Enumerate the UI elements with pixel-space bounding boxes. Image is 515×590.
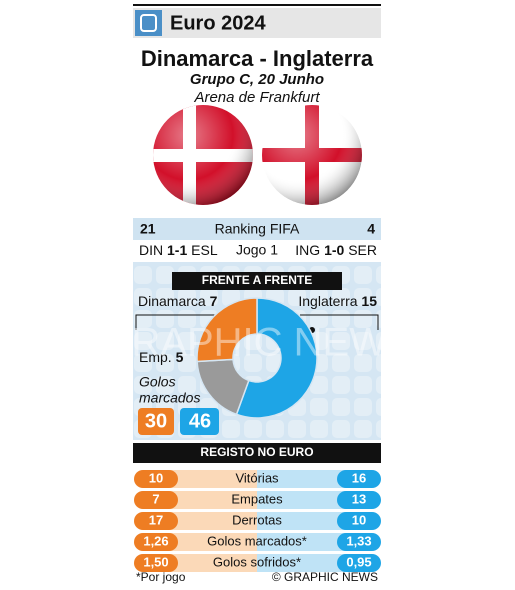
away-pill: [337, 533, 381, 551]
h2h-away: Inglaterra 15: [298, 293, 377, 309]
home-goals: 30: [145, 410, 167, 432]
home-pill: [134, 470, 178, 488]
row-label: Vitórias: [235, 470, 279, 485]
away-value: 16: [352, 470, 366, 485]
away-value: 1,33: [346, 533, 371, 548]
match-group: Grupo C, 20 Junho: [190, 71, 324, 88]
away-value: 13: [352, 491, 366, 506]
team: ING: [295, 242, 320, 258]
row-label: Golos sofridos*: [213, 554, 301, 569]
row-bg-away: [257, 554, 364, 572]
row-bg-away: [257, 533, 364, 551]
score: 1-0: [324, 242, 344, 258]
away-value: 10: [352, 512, 366, 527]
draws: 5: [176, 349, 184, 365]
home-value: 7: [152, 491, 159, 506]
label: Emp.: [139, 349, 172, 365]
credit: © GRAPHIC NEWS: [272, 570, 378, 584]
row-bg-away: [257, 491, 364, 509]
home-goals-box: [138, 408, 174, 435]
away-goals: 46: [189, 410, 211, 432]
bracket: [135, 314, 218, 330]
ranking-away: 4: [367, 221, 375, 237]
away-pill: [337, 554, 381, 572]
home-value: 1,50: [143, 554, 168, 569]
row-label: Empates: [231, 491, 283, 506]
row-bg-away: [257, 512, 364, 530]
header-title: Euro 2024: [170, 12, 266, 34]
home-pill: [134, 533, 178, 551]
game1-away: ING 1-0 SER: [295, 242, 377, 258]
away-goals-box: [180, 408, 219, 435]
wins: 7: [210, 293, 218, 309]
ranking-label: Ranking FIFA: [215, 221, 300, 237]
away-pill: [337, 491, 381, 509]
footnote: *Por jogo: [136, 570, 186, 584]
denmark-ball: [153, 105, 253, 205]
goals-label: marcados: [139, 390, 200, 406]
ranking-bg: [133, 218, 381, 240]
bracket: [300, 314, 379, 330]
top-rule: [133, 4, 381, 6]
game1-label: Jogo 1: [236, 242, 278, 258]
record-rows: 10 Vitórias 16 7 Empates 13 17 Derrotas 10 1,26 Go…: [134, 470, 381, 572]
home-value: 1,26: [143, 533, 168, 548]
h2h-title: FRENTE A FRENTE: [202, 273, 312, 287]
match-title: Dinamarca - Inglaterra: [141, 46, 374, 71]
watermark: GRAPHIC NEWS: [100, 321, 413, 365]
score: 1-1: [167, 242, 187, 258]
home-pill: [134, 491, 178, 509]
away-pill: [337, 512, 381, 530]
england-ball: [262, 105, 362, 205]
row-label: Derrotas: [232, 512, 282, 527]
away-pill: [337, 470, 381, 488]
logo: [135, 10, 162, 36]
away-value: 0,95: [346, 554, 371, 569]
ranking-home: 21: [140, 221, 156, 237]
row-label: Golos marcados*: [207, 533, 307, 548]
home-pill: [134, 554, 178, 572]
donut: [196, 297, 318, 419]
game1-home: DIN 1-1 ESL: [139, 242, 218, 258]
h2h-draws: Emp. 5: [139, 349, 184, 365]
team: ESL: [191, 242, 218, 258]
row-bg-away: [257, 470, 364, 488]
donut-segment: [235, 297, 318, 419]
donut-segment: [196, 297, 258, 363]
team: SER: [348, 242, 377, 258]
logo-icon: [140, 14, 157, 32]
home-value: 17: [149, 512, 163, 527]
match-venue: Arena de Frankfurt: [193, 89, 320, 106]
team: Dinamarca: [138, 293, 206, 309]
team: DIN: [139, 242, 163, 258]
goals-label: Golos: [139, 374, 176, 390]
record-title-bar: [133, 443, 381, 463]
record-title: REGISTO NO EURO: [200, 445, 313, 459]
home-value: 10: [149, 470, 163, 485]
h2h-home: Dinamarca 7: [138, 293, 218, 309]
home-pill: [134, 512, 178, 530]
h2h-title-bar: [172, 272, 342, 290]
header-bg: [133, 8, 381, 38]
team: Inglaterra: [298, 293, 357, 309]
wins: 15: [361, 293, 377, 309]
